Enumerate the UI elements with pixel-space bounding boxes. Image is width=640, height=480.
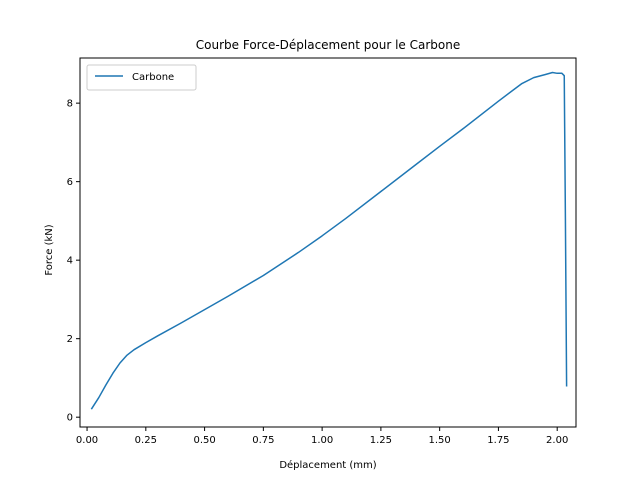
y-axis-label: Force (kN): [44, 224, 55, 275]
legend-label-carbone: Carbone: [132, 72, 174, 83]
x-tick-label: 0.75: [252, 435, 274, 446]
x-tick-label: 0.50: [193, 435, 215, 446]
y-tick-label: 4: [67, 256, 73, 267]
y-tick-label: 8: [67, 99, 73, 110]
x-tick-label: 0.25: [135, 435, 157, 446]
legend-box: [86, 64, 197, 91]
x-tick-label: 1.25: [370, 435, 392, 446]
series-layer: [90, 71, 568, 410]
x-tick-label: 1.50: [429, 435, 451, 446]
chart-title: Courbe Force-Déplacement pour le Carbone: [196, 38, 460, 52]
x-tick-label: 1.75: [487, 435, 509, 446]
x-axis-label: Déplacement (mm): [279, 459, 376, 471]
y-tick-label: 2: [67, 334, 73, 345]
x-tick-label: 2.00: [546, 435, 568, 446]
series-line-carbone: [90, 71, 568, 410]
y-tick-label: 6: [67, 177, 73, 188]
legend: Carbone: [86, 64, 197, 91]
x-tick-label: 0.00: [76, 435, 98, 446]
y-axis: 0 2 4 6 8: [67, 99, 80, 424]
plot-area-border: [79, 57, 577, 428]
y-tick-label: 0: [67, 413, 73, 424]
plot-frame: [79, 57, 577, 428]
x-axis: 0.00 0.25 0.50 0.75 1.00 1.25 1.50 1.75 2.00: [76, 427, 568, 446]
x-tick-label: 1.00: [311, 435, 333, 446]
